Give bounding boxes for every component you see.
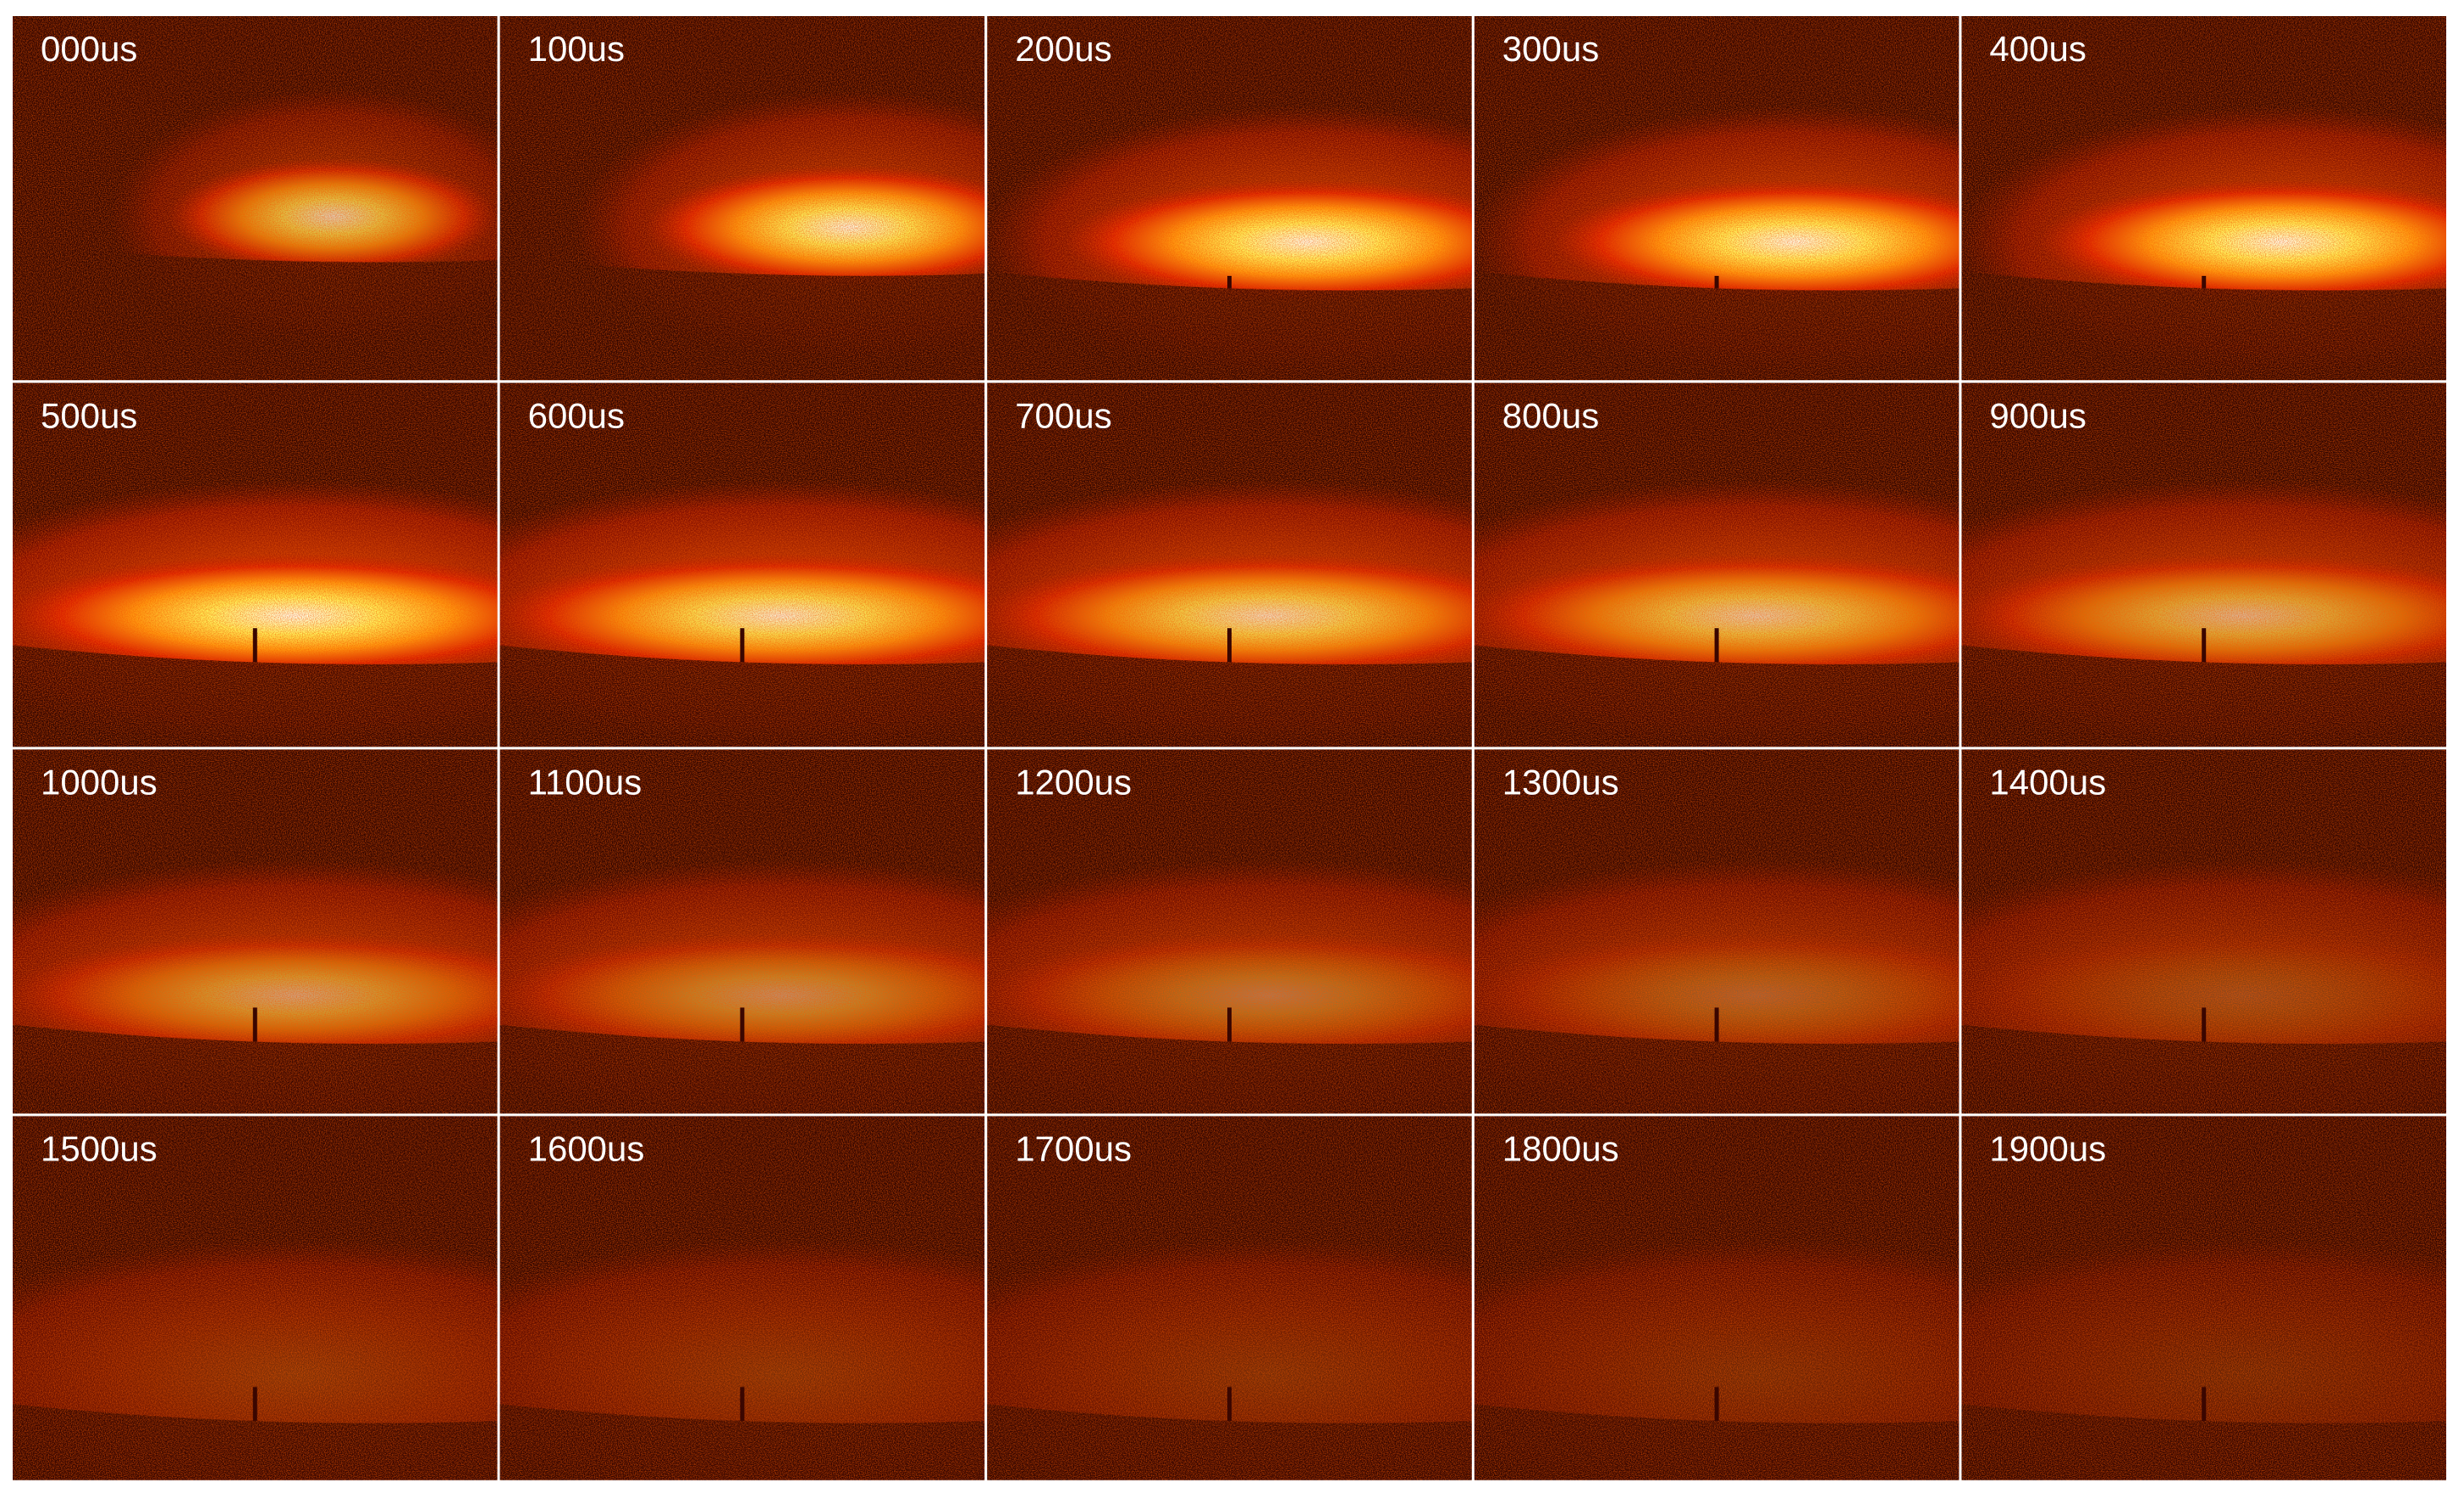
frame: 700us [987,383,1472,747]
frame: 400us [1961,16,2446,381]
noise [499,16,985,381]
frame-label: 1300us [1502,762,1619,802]
frame: 200us [987,16,1472,381]
frame: 800us [1474,383,1960,747]
frame-label: 200us [1015,29,1111,69]
noise [499,383,985,747]
noise [1961,16,2446,381]
frame-label: 1800us [1502,1129,1619,1169]
frame-label: 1400us [1989,762,2106,802]
frame-label: 600us [528,395,625,435]
noise [1474,749,1960,1114]
noise [1961,1116,2446,1480]
noise [13,749,498,1114]
frame-label: 400us [1989,29,2086,69]
noise [987,383,1472,747]
frame: 1300us [1474,749,1960,1114]
frame: 300us [1474,16,1960,381]
frame-label: 1700us [1015,1129,1132,1169]
frame-label: 1900us [1989,1129,2106,1169]
frame-label: 100us [528,29,625,69]
frame-label: 1100us [528,762,642,802]
frame-label: 300us [1502,29,1599,69]
frame: 1900us [1961,1116,2446,1480]
frame-label: 900us [1989,395,2086,435]
noise [13,383,498,747]
noise [987,1116,1472,1480]
frame: 1600us [499,1116,985,1480]
frame: 500us [13,383,498,747]
frame-label: 000us [41,29,137,69]
noise [1474,16,1960,381]
noise [1961,383,2446,747]
noise [13,1116,498,1480]
noise [1474,1116,1960,1480]
frame: 1400us [1961,749,2446,1114]
frame: 1500us [13,1116,498,1480]
frame-label: 1200us [1015,762,1132,802]
frame-label: 1600us [528,1129,645,1169]
frame-label: 500us [41,395,137,435]
frame: 100us [499,16,985,381]
noise [499,1116,985,1480]
frame: 1100us [499,749,985,1114]
frame-label: 700us [1015,395,1111,435]
noise [1474,383,1960,747]
frame: 1200us [987,749,1472,1114]
frame-label: 1500us [41,1129,157,1169]
frame-label: 1000us [41,762,157,802]
noise [13,16,498,381]
noise [987,749,1472,1114]
frame-label: 800us [1502,395,1599,435]
frame: 000us [13,16,498,381]
noise [1961,749,2446,1114]
noise [987,16,1472,381]
frame: 1800us [1474,1116,1960,1480]
noise [499,749,985,1114]
frame: 900us [1961,383,2446,747]
frame: 1000us [13,749,498,1114]
frame: 1700us [987,1116,1472,1480]
frame: 600us [499,383,985,747]
